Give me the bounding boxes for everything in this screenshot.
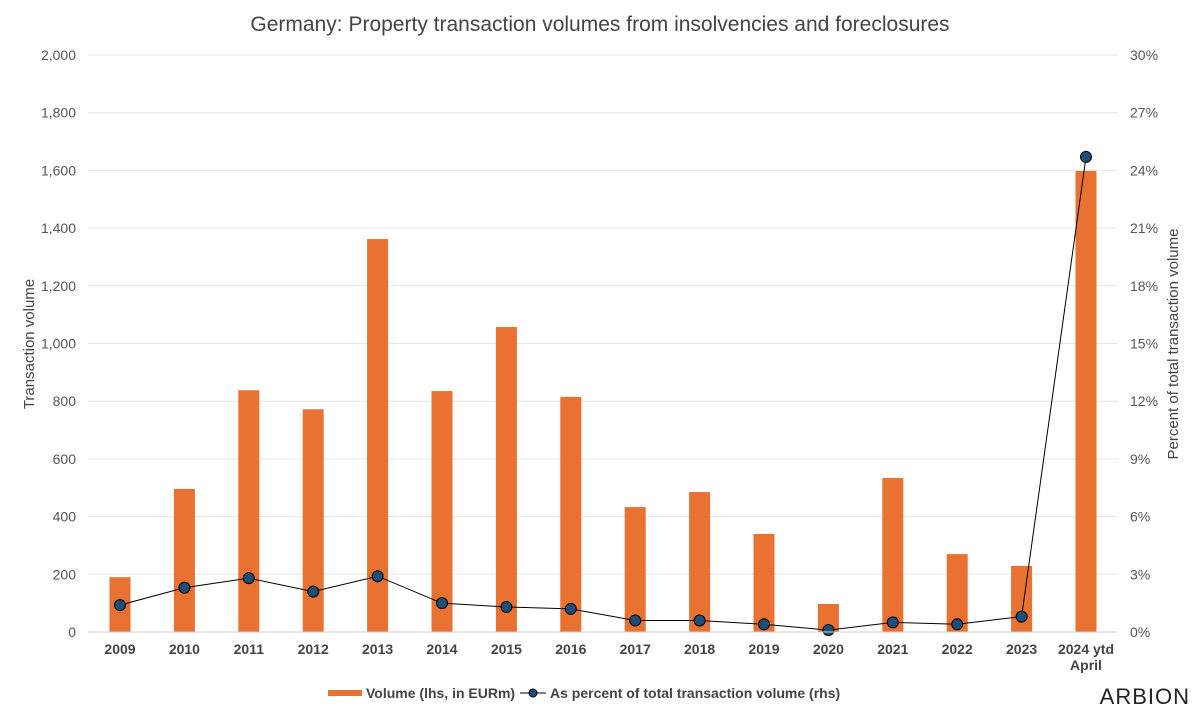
y-tick-label: 600 (53, 451, 77, 467)
bar (625, 507, 646, 632)
y2-tick-label: 21% (1130, 220, 1158, 236)
y-tick-label: 1,600 (41, 162, 76, 178)
y-tick-label: 800 (53, 393, 77, 409)
percent-marker (694, 615, 705, 626)
y2-tick-label: 27% (1130, 105, 1158, 121)
y-tick-label: 0 (68, 624, 76, 640)
y2-tick-label: 15% (1130, 336, 1158, 352)
percent-marker (179, 582, 190, 593)
y2-tick-label: 24% (1130, 162, 1158, 178)
y2-tick-label: 3% (1130, 566, 1150, 582)
y2-tick-label: 30% (1130, 47, 1158, 63)
bar (496, 327, 517, 632)
x-tick-label: 2013 (362, 641, 393, 657)
y-tick-label: 200 (53, 566, 77, 582)
x-tick-label: April (1070, 657, 1102, 673)
y-axis-label: Transaction volume (21, 279, 38, 409)
bar (238, 390, 259, 632)
bar (1076, 171, 1097, 632)
bar (174, 489, 195, 632)
y2-axis-label: Percent of total transaction volume (1165, 229, 1182, 460)
y2-tick-label: 12% (1130, 393, 1158, 409)
percent-marker (115, 600, 126, 611)
percent-marker (243, 573, 254, 584)
y-tick-label: 1,200 (41, 278, 76, 294)
bar (882, 478, 903, 632)
x-tick-label: 2015 (491, 641, 522, 657)
x-tick-label: 2018 (684, 641, 715, 657)
percent-marker (1081, 151, 1092, 162)
x-tick-label: 2016 (555, 641, 586, 657)
percent-marker (308, 586, 319, 597)
legend-swatch-volume (328, 690, 362, 696)
x-tick-label: 2012 (298, 641, 329, 657)
percent-marker (372, 571, 383, 582)
bar (560, 397, 581, 632)
percent-marker (759, 619, 770, 630)
bar (689, 492, 710, 632)
percent-marker (630, 615, 641, 626)
percent-marker (952, 619, 963, 630)
percent-marker (565, 603, 576, 614)
x-tick-label: 2022 (942, 641, 973, 657)
x-tick-label: 2017 (620, 641, 651, 657)
bar (432, 391, 453, 632)
percent-marker (1016, 611, 1027, 622)
bar (303, 409, 324, 632)
x-tick-label: 2023 (1006, 641, 1037, 657)
legend-swatch-marker (529, 689, 537, 697)
percent-marker (437, 598, 448, 609)
percent-marker (823, 625, 834, 636)
y2-tick-label: 18% (1130, 278, 1158, 294)
x-tick-label: 2009 (104, 641, 135, 657)
y2-tick-label: 6% (1130, 509, 1150, 525)
y-tick-label: 1,800 (41, 105, 76, 121)
x-tick-label: 2010 (169, 641, 200, 657)
x-tick-label: 2014 (426, 641, 457, 657)
chart-title: Germany: Property transaction volumes fr… (250, 13, 949, 36)
y2-tick-label: 0% (1130, 624, 1150, 640)
x-tick-label: 2020 (813, 641, 844, 657)
x-tick-label: 2024 ytd (1058, 641, 1114, 657)
legend: Volume (lhs, in EURm) As percent of tota… (328, 685, 840, 701)
bar (754, 534, 775, 632)
y-tick-label: 1,000 (41, 336, 76, 352)
legend-label-percent: As percent of total transaction volume (… (550, 685, 840, 701)
y-tick-label: 1,400 (41, 220, 76, 236)
legend-label-volume: Volume (lhs, in EURm) (366, 685, 515, 701)
percent-marker (501, 601, 512, 612)
x-tick-label: 2021 (877, 641, 908, 657)
arbion-logo: ARBION (1100, 684, 1190, 710)
y2-tick-label: 9% (1130, 451, 1150, 467)
x-tick-label: 2019 (748, 641, 779, 657)
y-tick-label: 400 (53, 509, 77, 525)
x-tick-label: 2011 (234, 641, 265, 657)
y-tick-label: 2,000 (41, 47, 76, 63)
percent-marker (887, 617, 898, 628)
